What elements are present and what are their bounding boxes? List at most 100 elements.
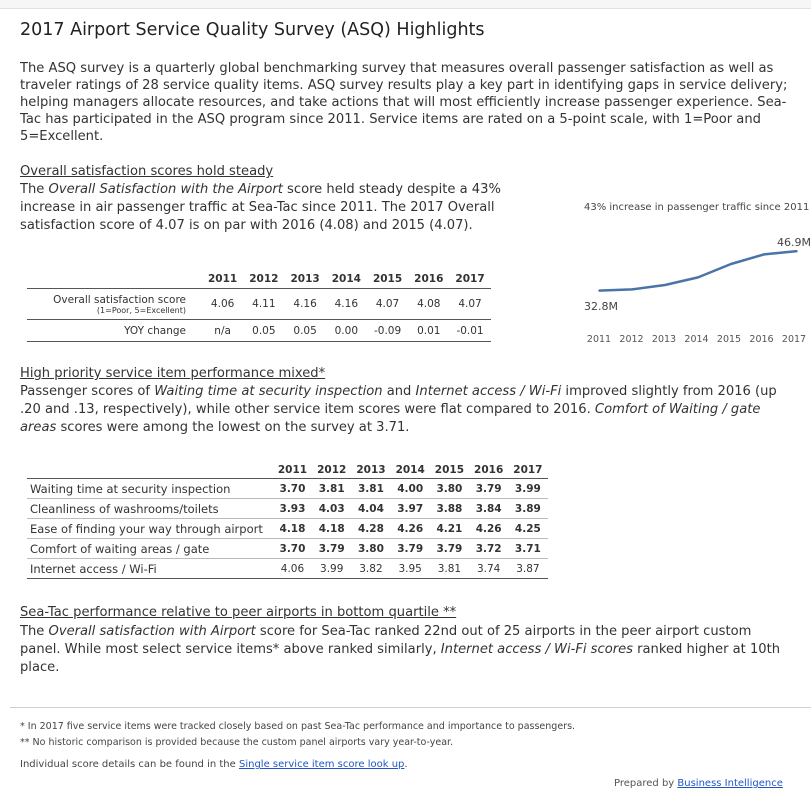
section3-text: ranked higher at 10th place. — [20, 642, 781, 675]
table1-year-header: 2016 — [414, 273, 444, 285]
section3-heading: Sea-Tac performance relative to peer air… — [20, 605, 457, 620]
table2-row-label: Internet access / Wi-Fi — [27, 558, 273, 579]
traffic-data-point — [664, 284, 666, 286]
table2-cell: 3.81 — [429, 558, 470, 579]
table2-cell: 3.71 — [508, 538, 548, 559]
table1-cell: n/a — [202, 319, 244, 342]
section1-text-2: score held steady despite a 43% increase… — [20, 182, 501, 233]
table1-cell: -0.09 — [366, 319, 409, 342]
traffic-x-tick-label: 2016 — [749, 334, 773, 345]
section2-text: improved slightly from 2016 (up .20 and … — [20, 384, 777, 417]
table-row: Ease of finding your way through airport… — [27, 518, 548, 539]
table2-row-label: Ease of finding your way through airport — [27, 518, 273, 539]
footnote-3-text: Individual score details can be found in… — [20, 759, 239, 770]
table1-cell: 4.16 — [325, 288, 367, 320]
table1-cell: 0.00 — [325, 319, 367, 342]
page-title: 2017 Airport Service Quality Survey (ASQ… — [20, 20, 485, 40]
table-row: Comfort of waiting areas / gate 3.70 3.7… — [27, 538, 548, 559]
table2-cell: 3.82 — [351, 558, 391, 579]
table1-corner — [27, 270, 202, 289]
section1-text: The — [20, 182, 49, 197]
table2-cell: 3.95 — [390, 558, 430, 579]
table1-cell: 4.06 — [202, 288, 244, 320]
table-row: Cleanliness of washrooms/toilets 3.93 4.… — [27, 498, 548, 519]
traffic-data-point — [730, 263, 732, 265]
section3-text: The — [20, 624, 49, 639]
table2-row-label: Comfort of waiting areas / gate — [27, 538, 273, 559]
traffic-data-point — [598, 289, 600, 292]
table2-row-label: Cleanliness of washrooms/toilets — [27, 498, 273, 519]
table1-year-header: 2017 — [455, 273, 485, 285]
table2-cell: 3.74 — [469, 558, 509, 579]
business-intelligence-link[interactable]: Business Intelligence — [677, 778, 783, 789]
table1-cell: 4.16 — [284, 288, 326, 320]
table2-cell: 4.25 — [508, 518, 548, 539]
traffic-x-tick-label: 2012 — [619, 334, 643, 345]
table1-year-header: 2014 — [331, 273, 361, 285]
section3-emphasis: Internet access / Wi-Fi scores — [440, 642, 633, 657]
section3-paragraph: The Overall satisfaction with Airport sc… — [20, 623, 795, 677]
table2-cell: 4.26 — [390, 518, 430, 539]
traffic-chart-title: 43% increase in passenger traffic since … — [584, 202, 810, 213]
top-toolbar-strip — [0, 0, 811, 9]
traffic-data-point — [697, 276, 699, 279]
table2-cell: 4.18 — [272, 518, 313, 539]
table1-cell: -0.01 — [449, 319, 491, 342]
table2-cell: 3.84 — [469, 498, 509, 519]
section2-text: and — [382, 384, 416, 399]
table2-cell: 3.70 — [272, 538, 313, 559]
section3-text: score for Sea-Tac ranked 22nd out of 25 … — [20, 624, 752, 657]
traffic-series-line — [598, 249, 798, 292]
prepared-by: Prepared by Business Intelligence — [614, 778, 783, 789]
table-row: Waiting time at security inspection 3.70… — [27, 478, 548, 499]
table2-cell: 4.18 — [312, 518, 352, 539]
table2-cell: 3.81 — [312, 478, 352, 499]
table2-cell: 3.87 — [508, 558, 548, 579]
table1-cell: 4.11 — [243, 288, 285, 320]
section1-emphasis: Overall Satisfaction with the Airport — [48, 182, 283, 197]
table2-cell: 4.04 — [351, 498, 391, 519]
traffic-x-tick-label: 2011 — [587, 334, 611, 345]
section2-paragraph: Passenger scores of Waiting time at secu… — [20, 383, 780, 437]
table2-cell: 3.79 — [469, 478, 509, 499]
table1-row-label: YOY change — [27, 319, 202, 342]
section2-emphasis: Waiting time at security inspection — [154, 384, 383, 399]
table2-year-header: 2012 — [317, 463, 347, 476]
section2-heading: High priority service item performance m… — [20, 366, 326, 381]
table-row: Internet access / Wi-Fi 4.06 3.99 3.82 3… — [27, 558, 548, 579]
table1-cell: 4.08 — [408, 288, 450, 320]
table-row: YOY change n/a 0.05 0.05 0.00 -0.09 0.01… — [27, 319, 491, 342]
table2-cell: 3.99 — [508, 478, 548, 499]
table2-cell: 3.72 — [469, 538, 509, 559]
table1-year-header: 2013 — [290, 273, 320, 285]
table1-year-header: 2015 — [372, 273, 403, 285]
footnote-2: ** No historic comparison is provided be… — [20, 737, 454, 748]
table2-cell: 3.88 — [429, 498, 470, 519]
traffic-data-point — [796, 250, 798, 252]
table1-year-header: 2012 — [249, 273, 279, 285]
score-lookup-link[interactable]: Single service item score look up — [238, 759, 405, 770]
row-label-text: Overall satisfaction score — [53, 293, 186, 306]
footer-divider — [10, 707, 811, 708]
table2-cell: 3.70 — [272, 478, 313, 499]
traffic-start-label: 32.8M — [584, 300, 618, 313]
credit-text: Prepared by — [614, 778, 678, 789]
table1-cell: 4.07 — [449, 288, 491, 320]
service-items-table: 2011 2012 2013 2014 2015 2016 2017 Waiti… — [27, 461, 548, 579]
table2-year-header: 2014 — [395, 463, 425, 476]
traffic-x-tick-label: 2017 — [782, 334, 806, 345]
table-row: Overall satisfaction score (1=Poor, 5=Exc… — [27, 288, 491, 320]
traffic-data-point — [631, 288, 633, 291]
traffic-line-chart: 46.9M 32.8M 2011 2012 2013 2014 2015 2016 2017 — [584, 236, 811, 345]
table2-cell: 3.80 — [429, 478, 470, 499]
table1-cell: 4.07 — [366, 288, 409, 320]
traffic-data-point — [763, 253, 765, 256]
table1-cell: 0.05 — [284, 319, 326, 342]
table1-cell: 0.05 — [243, 319, 285, 342]
table2-cell: 3.97 — [390, 498, 430, 519]
table2-row-label: Waiting time at security inspection — [27, 478, 273, 499]
table2-cell: 4.00 — [390, 478, 430, 499]
table2-year-header: 2015 — [434, 463, 465, 476]
traffic-x-tick-label: 2013 — [652, 334, 676, 345]
section2-emphasis: Comfort of Waiting / gate areas — [20, 402, 761, 435]
